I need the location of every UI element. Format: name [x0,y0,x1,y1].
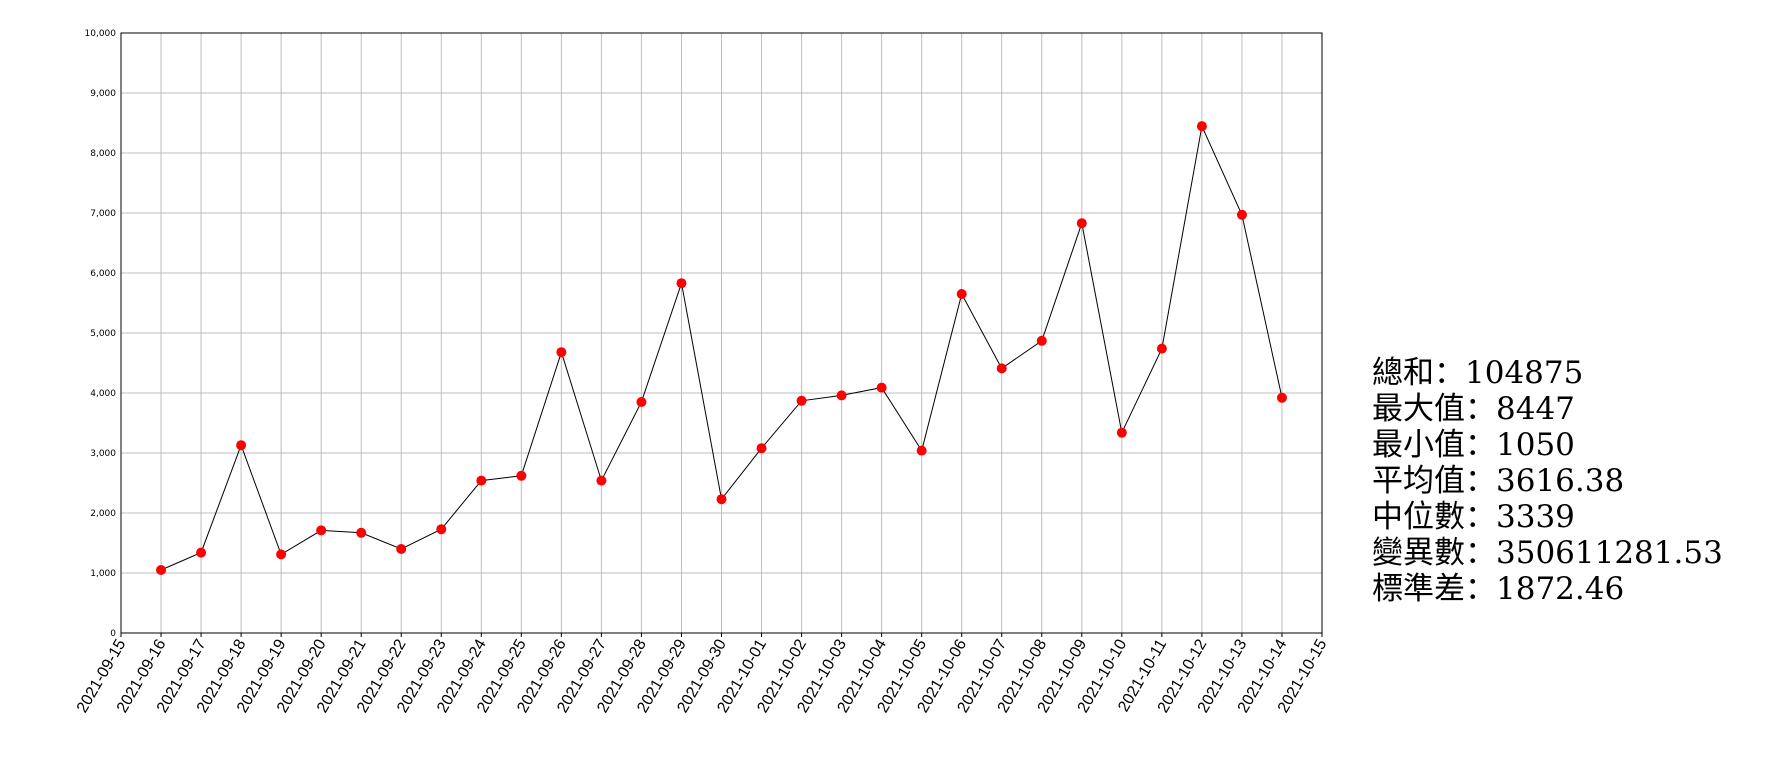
y-tick-label: 7,000 [90,209,116,219]
stat-value: 104875 [1465,355,1584,391]
stat-value: 350611281.53 [1496,535,1723,571]
data-point-marker [836,390,847,401]
y-tick-label: 8,000 [90,149,116,159]
data-point-marker [1276,392,1287,403]
data-point-marker [1076,218,1087,229]
y-tick-label: 3,000 [90,449,116,459]
stat-value: 1050 [1496,427,1575,463]
stat-separator: ： [1465,463,1496,499]
stat-value: 8447 [1496,391,1575,427]
data-point-marker [1156,343,1167,354]
y-tick-label: 5,000 [90,329,116,339]
stat-separator: ： [1465,427,1496,463]
stat-row: 標準差：1872.46 [1372,571,1723,607]
data-point-marker [316,525,327,536]
y-axis: 0 1,000 2,000 3,000 4,000 5,000 6,000 7,000 8,00… [85,29,117,639]
stat-label: 中位數 [1372,499,1465,535]
stat-separator: ： [1465,391,1496,427]
y-tick-label: 2,000 [90,509,116,519]
stat-separator: ： [1465,499,1496,535]
data-point-marker [396,544,407,554]
data-point-marker [716,494,727,505]
data-point-marker [156,565,167,575]
stat-value: 3616.38 [1496,463,1625,499]
y-tick-label: 4,000 [90,389,116,399]
data-point-marker [636,397,647,407]
y-tick-label: 9,000 [90,89,116,99]
stat-label: 最大值 [1372,391,1465,427]
data-point-marker [236,440,247,451]
stat-label: 最小值 [1372,427,1465,463]
stat-row: 平均值：3616.38 [1372,463,1723,499]
stat-row: 中位數：3339 [1372,499,1723,535]
data-point-marker [476,475,487,486]
data-point-marker [556,347,567,358]
data-point-marker [676,278,687,289]
x-axis: 2021-09-152021-09-162021-09-172021-09-18… [74,633,1330,716]
data-point-marker [596,475,607,486]
data-point-marker [796,395,807,406]
stat-label: 總和 [1372,355,1434,391]
stat-separator: ： [1434,355,1465,391]
data-point-marker [1036,335,1047,346]
data-point-marker [196,547,207,558]
y-tick-label: 6,000 [90,269,116,279]
data-point-marker [916,445,927,456]
y-tick-label: 10,000 [85,29,117,39]
data-points [156,121,1287,575]
y-tick-label: 0 [110,629,116,639]
data-point-marker [516,470,527,481]
data-point-marker [996,363,1007,374]
statistics-panel: 總和：104875 最大值：8447 最小值：1050 平均值：3616.38 中位數：… [1372,355,1723,607]
data-point-marker [1236,209,1247,220]
data-point-marker [756,443,767,454]
stat-separator: ： [1465,535,1496,571]
stat-row: 最大值：8447 [1372,391,1723,427]
data-point-marker [876,382,887,393]
stat-value: 1872.46 [1496,571,1625,607]
stat-label: 變異數 [1372,535,1465,571]
data-point-marker [276,549,287,560]
stat-label: 標準差 [1372,571,1465,607]
data-point-marker [436,524,447,535]
data-point-marker [356,527,367,538]
stat-label: 平均值 [1372,463,1465,499]
data-point-marker [956,289,967,299]
data-point-marker [1116,427,1127,438]
stat-value: 3339 [1496,499,1575,535]
stat-row: 最小值：1050 [1372,427,1723,463]
grid [120,32,1323,634]
stat-separator: ： [1465,571,1496,607]
line-chart: 0 1,000 2,000 3,000 4,000 5,000 6,000 7,000 8,00… [74,29,1330,716]
data-point-marker [1196,121,1207,132]
y-tick-label: 1,000 [90,569,116,579]
stat-row: 總和：104875 [1372,355,1723,391]
stat-row: 變異數：350611281.53 [1372,535,1723,571]
